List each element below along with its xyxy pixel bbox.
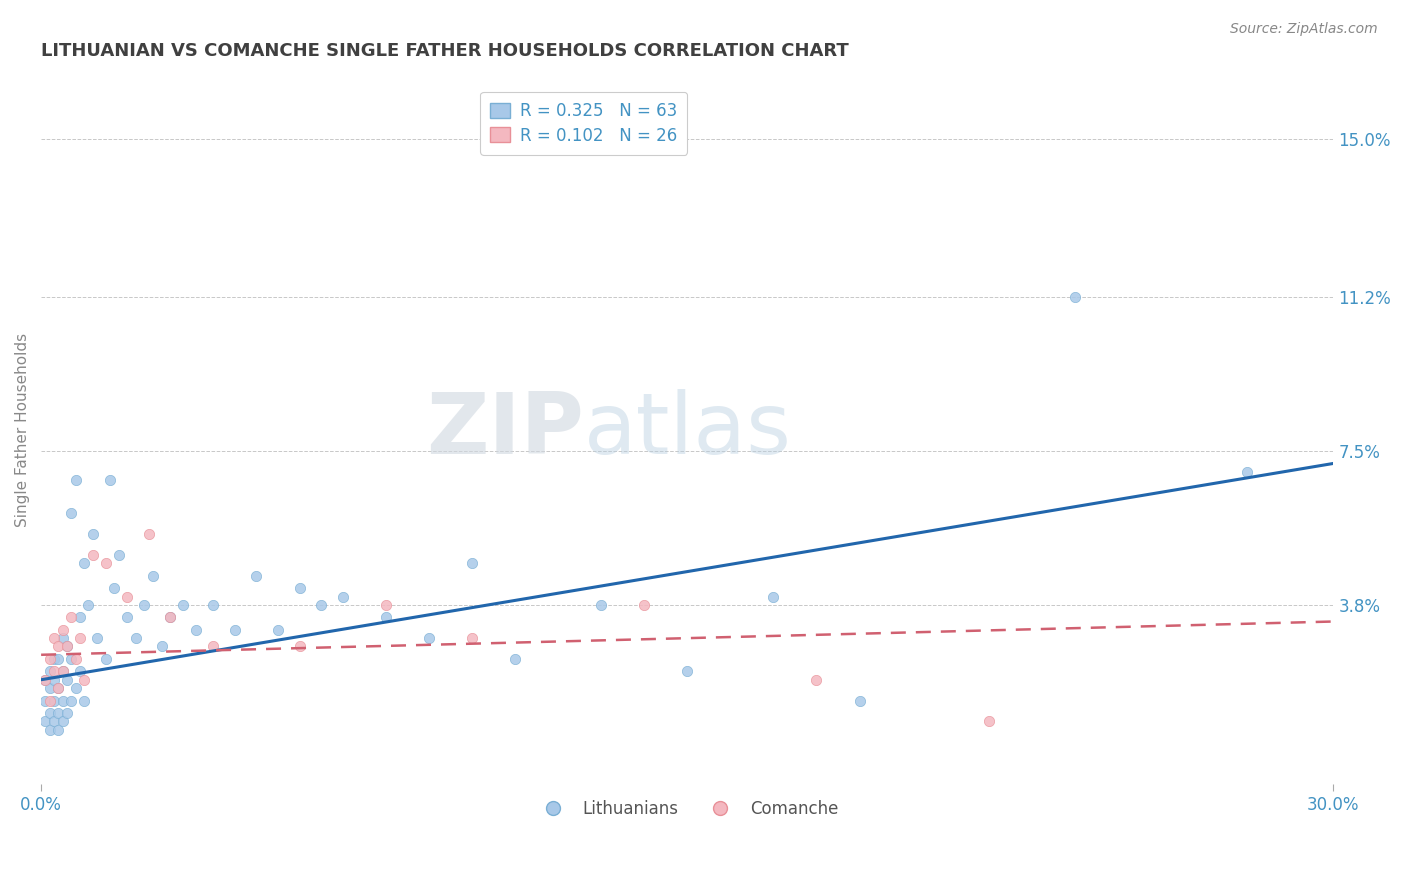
Point bbox=[82, 527, 104, 541]
Point bbox=[46, 681, 69, 695]
Point bbox=[332, 590, 354, 604]
Point bbox=[103, 581, 125, 595]
Point bbox=[762, 590, 785, 604]
Point bbox=[142, 568, 165, 582]
Point bbox=[94, 556, 117, 570]
Point bbox=[60, 652, 83, 666]
Point bbox=[267, 623, 290, 637]
Point bbox=[150, 640, 173, 654]
Point bbox=[52, 623, 75, 637]
Point bbox=[73, 693, 96, 707]
Legend: Lithuanians, Comanche: Lithuanians, Comanche bbox=[529, 794, 845, 825]
Point bbox=[503, 652, 526, 666]
Point bbox=[42, 693, 65, 707]
Point bbox=[107, 548, 129, 562]
Point bbox=[159, 610, 181, 624]
Point bbox=[633, 598, 655, 612]
Point bbox=[65, 473, 87, 487]
Point bbox=[69, 631, 91, 645]
Point bbox=[82, 548, 104, 562]
Point bbox=[38, 706, 60, 720]
Point bbox=[77, 598, 100, 612]
Point bbox=[94, 652, 117, 666]
Point bbox=[374, 598, 396, 612]
Point bbox=[288, 581, 311, 595]
Point bbox=[159, 610, 181, 624]
Point bbox=[73, 673, 96, 687]
Point bbox=[38, 723, 60, 737]
Text: atlas: atlas bbox=[583, 389, 792, 472]
Point bbox=[60, 693, 83, 707]
Point bbox=[69, 665, 91, 679]
Point bbox=[52, 665, 75, 679]
Point bbox=[418, 631, 440, 645]
Point bbox=[98, 473, 121, 487]
Point bbox=[46, 681, 69, 695]
Point bbox=[591, 598, 613, 612]
Point bbox=[288, 640, 311, 654]
Point bbox=[34, 673, 56, 687]
Point bbox=[38, 681, 60, 695]
Point bbox=[374, 610, 396, 624]
Point bbox=[46, 706, 69, 720]
Point bbox=[56, 640, 79, 654]
Point bbox=[1236, 465, 1258, 479]
Point bbox=[34, 714, 56, 729]
Point bbox=[202, 598, 225, 612]
Point bbox=[125, 631, 148, 645]
Point bbox=[52, 714, 75, 729]
Point bbox=[676, 665, 699, 679]
Point bbox=[73, 556, 96, 570]
Point bbox=[42, 673, 65, 687]
Point bbox=[38, 693, 60, 707]
Point bbox=[60, 507, 83, 521]
Point bbox=[224, 623, 246, 637]
Point bbox=[1064, 290, 1087, 304]
Point bbox=[56, 706, 79, 720]
Point bbox=[134, 598, 156, 612]
Point bbox=[806, 673, 828, 687]
Point bbox=[186, 623, 208, 637]
Point bbox=[461, 556, 484, 570]
Point bbox=[117, 590, 139, 604]
Text: Source: ZipAtlas.com: Source: ZipAtlas.com bbox=[1230, 22, 1378, 37]
Point bbox=[46, 640, 69, 654]
Point bbox=[56, 673, 79, 687]
Point bbox=[309, 598, 332, 612]
Point bbox=[461, 631, 484, 645]
Point bbox=[172, 598, 194, 612]
Point bbox=[86, 631, 108, 645]
Point bbox=[38, 652, 60, 666]
Point bbox=[46, 723, 69, 737]
Y-axis label: Single Father Households: Single Father Households bbox=[15, 333, 30, 527]
Point bbox=[977, 714, 1000, 729]
Text: LITHUANIAN VS COMANCHE SINGLE FATHER HOUSEHOLDS CORRELATION CHART: LITHUANIAN VS COMANCHE SINGLE FATHER HOU… bbox=[41, 42, 849, 60]
Point bbox=[65, 681, 87, 695]
Point bbox=[52, 631, 75, 645]
Point bbox=[38, 665, 60, 679]
Point bbox=[46, 652, 69, 666]
Point bbox=[60, 610, 83, 624]
Point bbox=[117, 610, 139, 624]
Point bbox=[52, 665, 75, 679]
Point bbox=[138, 527, 160, 541]
Point bbox=[69, 610, 91, 624]
Point bbox=[42, 665, 65, 679]
Point bbox=[42, 652, 65, 666]
Point bbox=[848, 693, 870, 707]
Point bbox=[56, 640, 79, 654]
Point bbox=[202, 640, 225, 654]
Point bbox=[245, 568, 267, 582]
Point bbox=[42, 631, 65, 645]
Point bbox=[65, 652, 87, 666]
Point bbox=[34, 673, 56, 687]
Point bbox=[42, 714, 65, 729]
Point bbox=[52, 693, 75, 707]
Point bbox=[34, 693, 56, 707]
Text: ZIP: ZIP bbox=[426, 389, 583, 472]
